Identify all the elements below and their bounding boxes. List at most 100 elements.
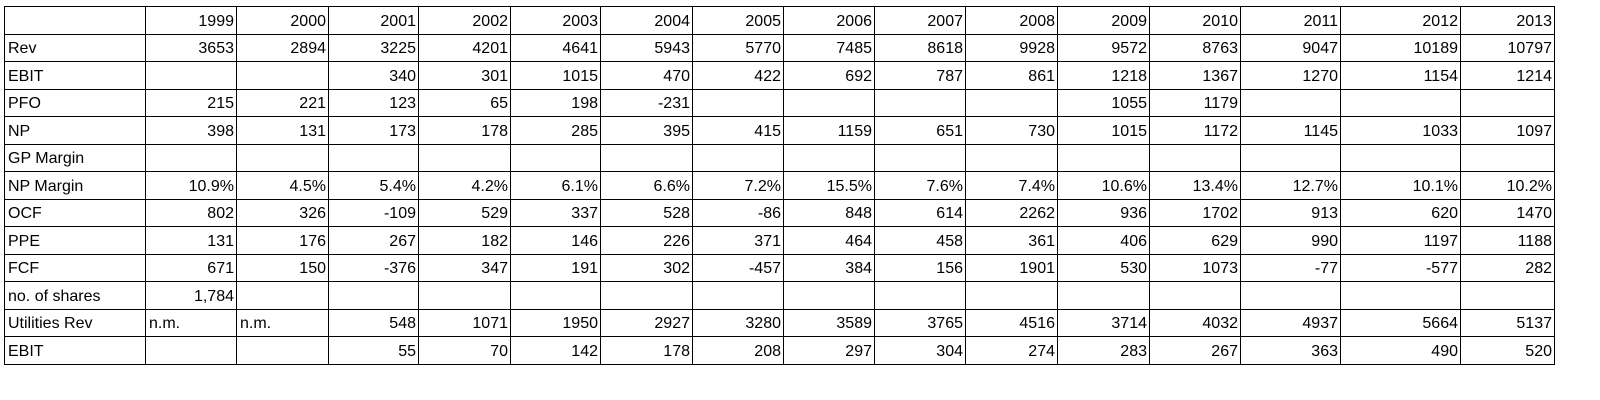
cell: 1,784 [145, 281, 237, 310]
row-label: NP [4, 116, 146, 145]
cell: 1145 [1240, 116, 1341, 145]
cell: 620 [1340, 198, 1461, 227]
cell [783, 143, 875, 172]
cell: -77 [1240, 253, 1341, 282]
cell: 131 [145, 226, 237, 255]
cell: 936 [1057, 198, 1150, 227]
cell: 520 [1460, 336, 1555, 365]
cell: n.m. [236, 308, 329, 337]
cell [874, 88, 966, 117]
cell [874, 281, 966, 310]
cell: -577 [1340, 253, 1461, 282]
data-row: NP Margin 10.9% 4.5% 5.4% 4.2% 6.1% 6.6% 7.2% 15… [4, 171, 1555, 200]
cell: 142 [510, 336, 601, 365]
cell: n.m. [145, 308, 237, 337]
cell: 4201 [418, 33, 511, 62]
cell: 178 [600, 336, 693, 365]
cell [1460, 143, 1555, 172]
cell: 215 [145, 88, 237, 117]
cell: 226 [600, 226, 693, 255]
cell: 415 [692, 116, 784, 145]
row-label: PPE [4, 226, 146, 255]
cell [1149, 281, 1241, 310]
row-label: EBIT [4, 336, 146, 365]
cell: 4032 [1149, 308, 1241, 337]
row-label: PFO [4, 88, 146, 117]
cell: 4641 [510, 33, 601, 62]
cell: 3714 [1057, 308, 1150, 337]
data-row: PFO 215 221 123 65 198 -231 1055 1179 [4, 88, 1555, 117]
cell: 1197 [1340, 226, 1461, 255]
cell: 1270 [1240, 61, 1341, 90]
cell [236, 336, 329, 365]
cell: 3225 [328, 33, 419, 62]
cell: 10.9% [145, 171, 237, 200]
cell: 1999 [145, 6, 237, 35]
cell: -86 [692, 198, 784, 227]
cell [1340, 88, 1461, 117]
cell: 1015 [510, 61, 601, 90]
cell [692, 281, 784, 310]
cell [1460, 88, 1555, 117]
cell [145, 143, 237, 172]
cell: -109 [328, 198, 419, 227]
cell: 304 [874, 336, 966, 365]
cell: 10.2% [1460, 171, 1555, 200]
cell: 6.1% [510, 171, 601, 200]
cell: 1214 [1460, 61, 1555, 90]
data-row: EBIT 340 301 1015 470 422 692 787 861 1218 1367 127… [4, 61, 1555, 90]
cell: 5.4% [328, 171, 419, 200]
cell: 363 [1240, 336, 1341, 365]
cell: 1033 [1340, 116, 1461, 145]
cell: 2013 [1460, 6, 1555, 35]
spreadsheet: 1999 2000 2001 2002 2003 2004 2005 2006 2007 2008… [4, 6, 1555, 365]
cell [510, 143, 601, 172]
cell: 2007 [874, 6, 966, 35]
cell [600, 281, 693, 310]
cell [145, 336, 237, 365]
cell: 3653 [145, 33, 237, 62]
cell: 1218 [1057, 61, 1150, 90]
cell [1340, 143, 1461, 172]
cell: 861 [965, 61, 1058, 90]
cell [783, 88, 875, 117]
cell: 5664 [1340, 308, 1461, 337]
table-body: 1999 2000 2001 2002 2003 2004 2005 2006 2007 2008… [4, 6, 1555, 365]
cell: 2927 [600, 308, 693, 337]
cell [418, 143, 511, 172]
cell: 787 [874, 61, 966, 90]
cell: 671 [145, 253, 237, 282]
cell: 3280 [692, 308, 784, 337]
row-label: NP Margin [4, 171, 146, 200]
cell: 651 [874, 116, 966, 145]
cell: 282 [1460, 253, 1555, 282]
cell: 10189 [1340, 33, 1461, 62]
cell [1340, 281, 1461, 310]
cell: -231 [600, 88, 693, 117]
cell [1240, 88, 1341, 117]
cell: 9047 [1240, 33, 1341, 62]
cell: 70 [418, 336, 511, 365]
cell: 422 [692, 61, 784, 90]
cell: 191 [510, 253, 601, 282]
cell [510, 281, 601, 310]
cell: 490 [1340, 336, 1461, 365]
cell: 730 [965, 116, 1058, 145]
cell: 337 [510, 198, 601, 227]
data-row: OCF 802 326 -109 529 337 528 -86 848 614 2262 936 17… [4, 198, 1555, 227]
cell: 3589 [783, 308, 875, 337]
cell: 1950 [510, 308, 601, 337]
cell: 371 [692, 226, 784, 255]
cell: 13.4% [1149, 171, 1241, 200]
row-label: OCF [4, 198, 146, 227]
cell: 1073 [1149, 253, 1241, 282]
cell: 7.2% [692, 171, 784, 200]
data-row: Rev 3653 2894 3225 4201 4641 5943 5770 7485 8618 9… [4, 33, 1555, 62]
cell: 10797 [1460, 33, 1555, 62]
cell: 176 [236, 226, 329, 255]
cell: 2012 [1340, 6, 1461, 35]
cell: 802 [145, 198, 237, 227]
cell: 395 [600, 116, 693, 145]
cell: 990 [1240, 226, 1341, 255]
